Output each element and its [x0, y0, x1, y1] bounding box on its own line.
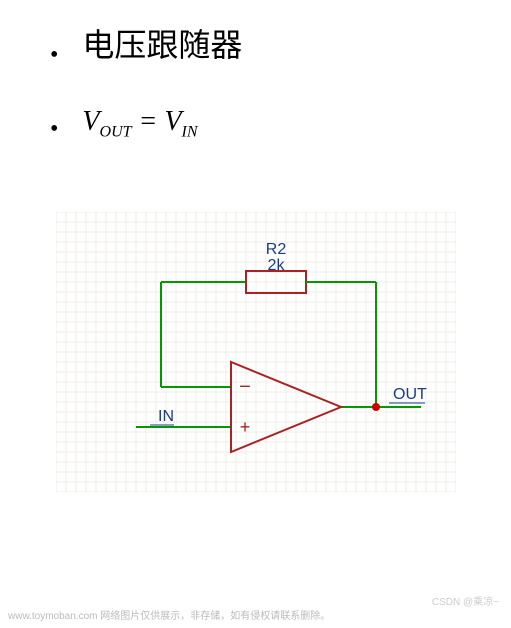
footer-msg: 网络图片仅供展示，非存储，如有侵权请联系删除。 — [97, 611, 330, 622]
svg-text:OUT: OUT — [393, 386, 427, 403]
eq-v1: V — [82, 106, 99, 137]
eq-eq: = — [132, 106, 165, 137]
footer-domain: www.toymoban.com — [8, 611, 97, 622]
eq-v2: V — [164, 106, 181, 137]
eq-sub1: OUT — [100, 124, 132, 141]
svg-text:+: + — [239, 417, 250, 437]
footer-text: www.toymoban.com 网络图片仅供展示，非存储，如有侵权请联系删除。 — [8, 607, 503, 622]
bullet-dot: • — [50, 117, 58, 141]
bullet-title: • 电压跟随器 — [50, 20, 461, 66]
circuit-diagram: R22k − + IN OUT — [56, 212, 456, 492]
bullet-dot: • — [50, 43, 58, 67]
svg-text:IN: IN — [158, 408, 174, 425]
svg-text:2k: 2k — [267, 257, 285, 274]
title-text: 电压跟随器 — [82, 20, 242, 66]
circuit-svg: R22k − + IN OUT — [56, 212, 456, 492]
watermark: CSDN @乘凉~ — [432, 593, 499, 608]
equation: VOUT = VIN — [82, 106, 197, 142]
eq-sub2: IN — [182, 124, 198, 141]
bullet-equation: • VOUT = VIN — [50, 106, 461, 142]
svg-text:−: − — [239, 376, 251, 398]
svg-text:R2: R2 — [265, 241, 286, 258]
